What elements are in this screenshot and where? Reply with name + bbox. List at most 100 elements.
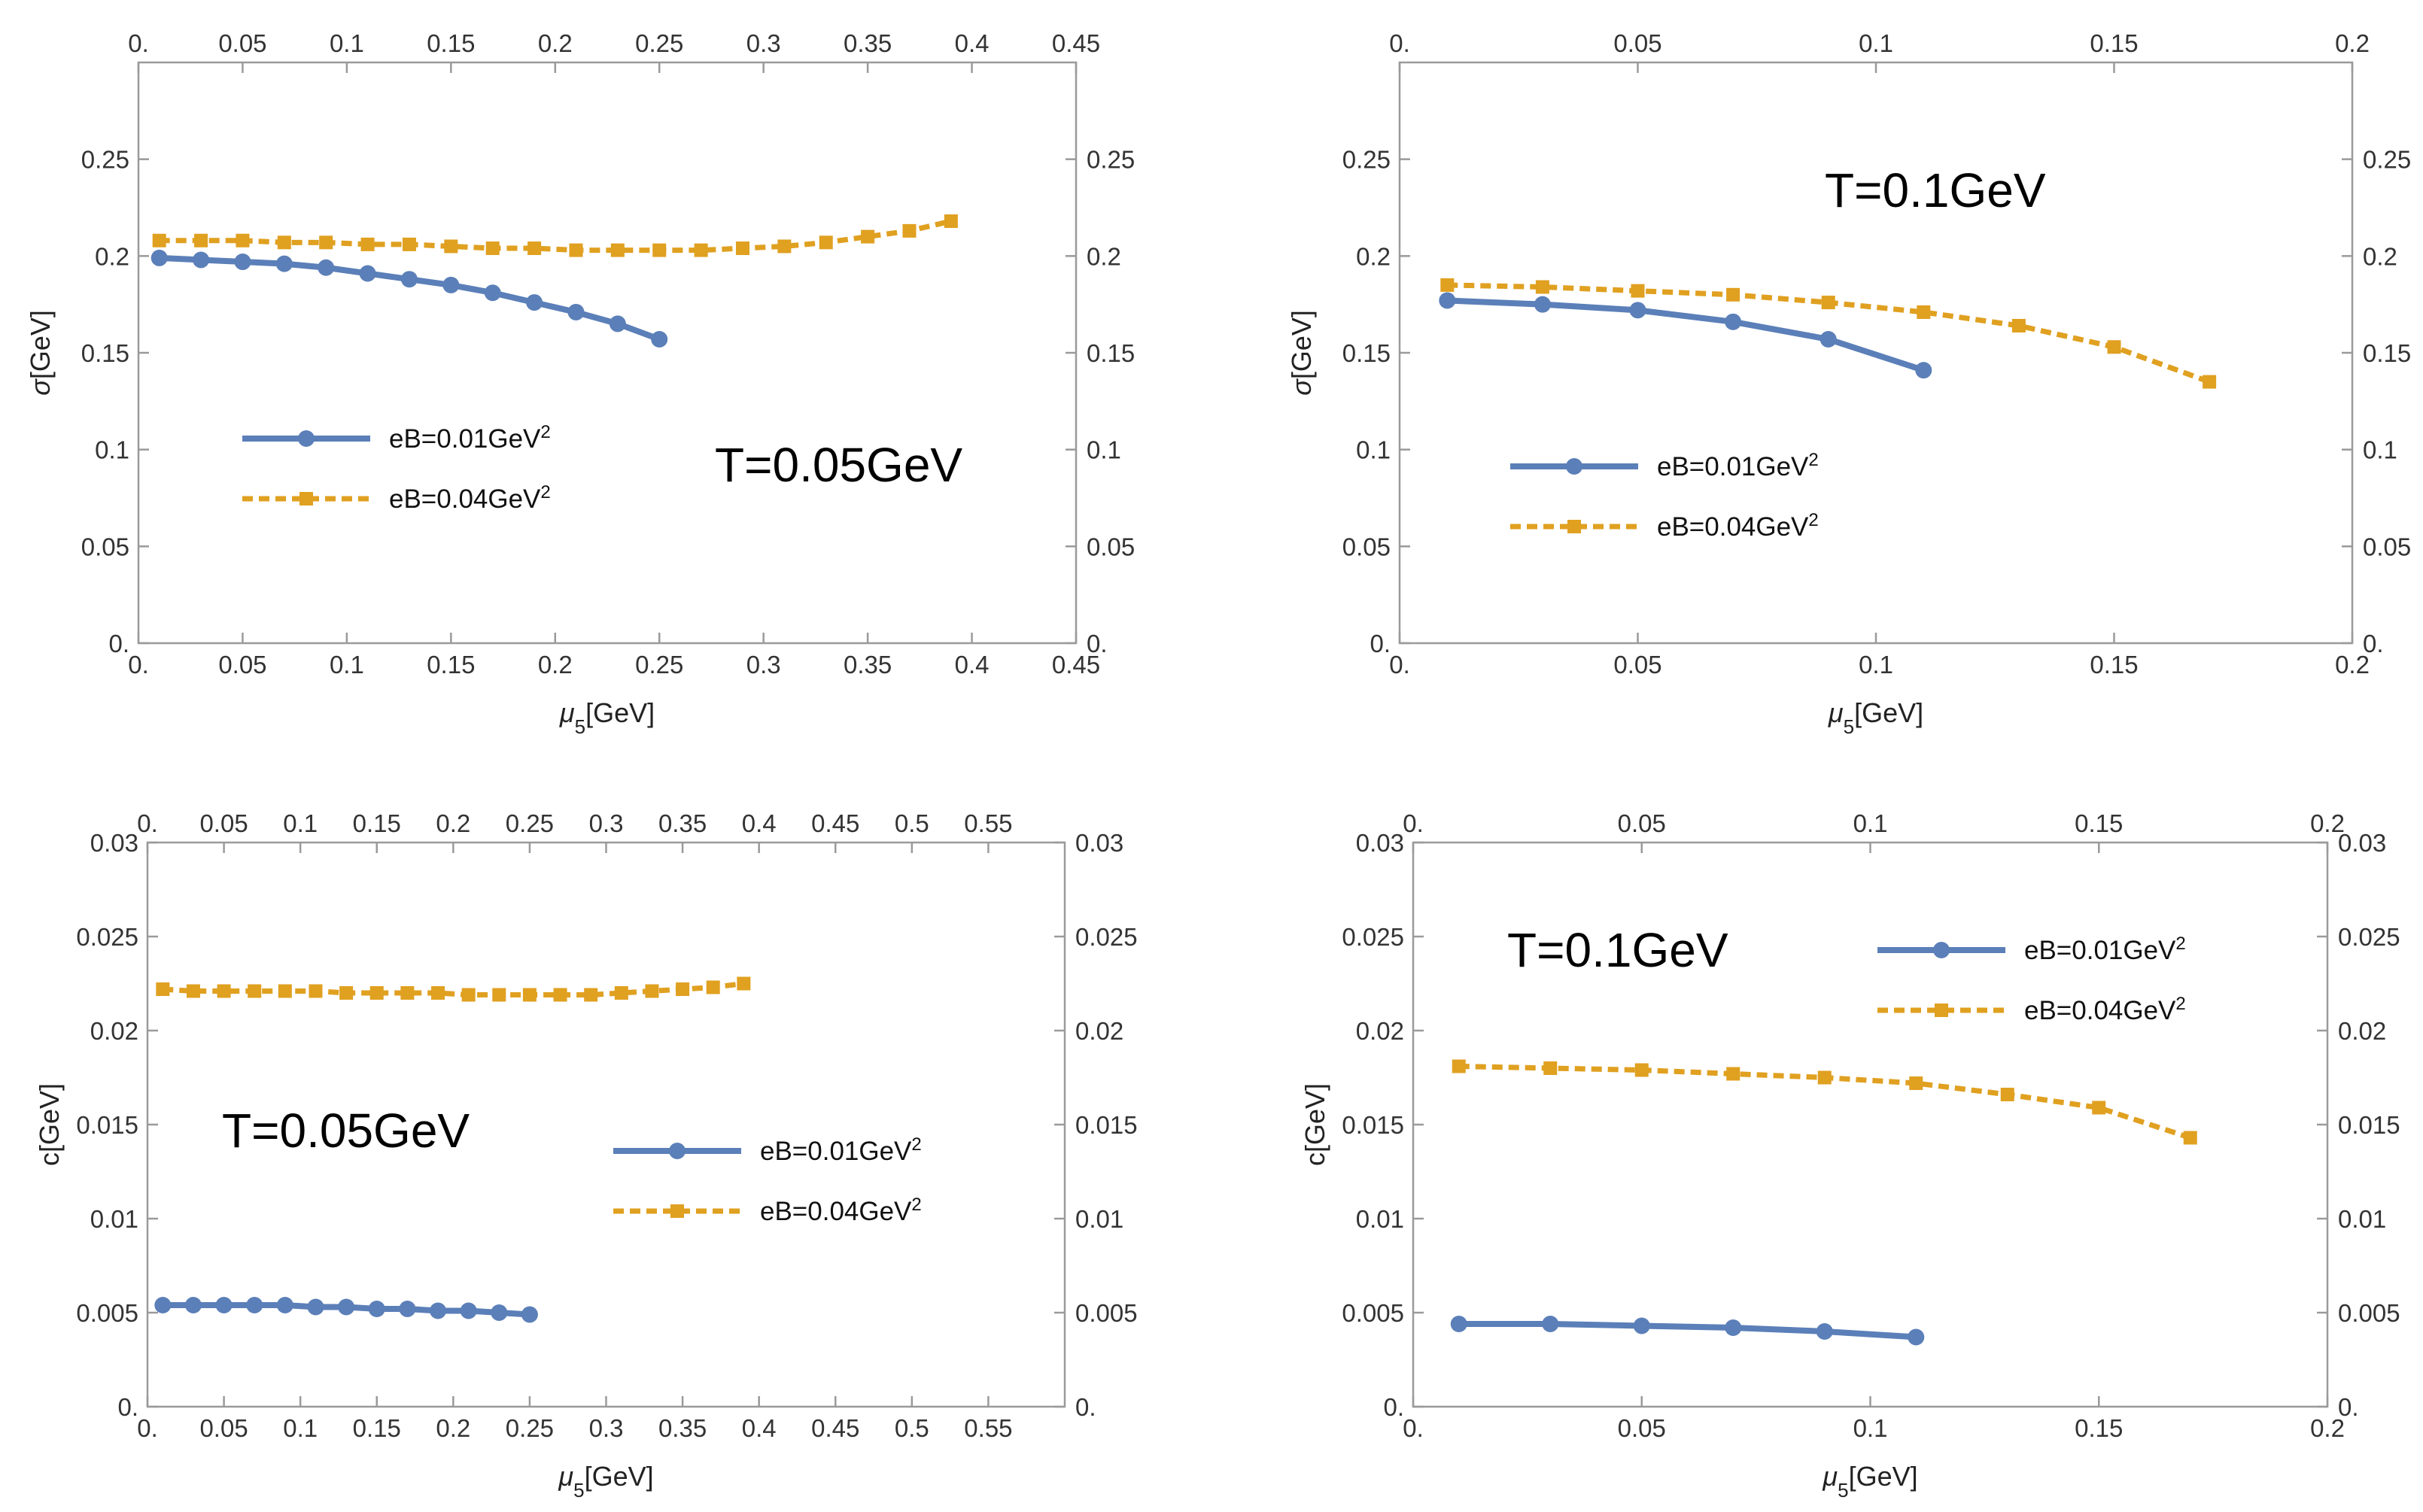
data-point xyxy=(777,239,792,254)
x-tick-label-bottom: 0.15 xyxy=(353,1414,401,1442)
y-tick-label-right: 0.005 xyxy=(2338,1299,2400,1327)
y-tick-label-right: 0.2 xyxy=(2363,242,2397,270)
x-tick-label-top: 0.4 xyxy=(742,809,777,837)
legend: eB=0.01GeV2 eB=0.04GeV2 xyxy=(1510,450,1819,542)
y-tick-label-left: 0.05 xyxy=(1342,533,1391,560)
legend-marker xyxy=(1935,1003,1948,1017)
y-tick-label-right: 0.025 xyxy=(1075,923,1138,951)
data-point xyxy=(246,1297,263,1313)
y-tick-label-left: 0.1 xyxy=(1356,436,1391,464)
data-point xyxy=(521,1306,538,1323)
x-tick-label-top: 0.15 xyxy=(2075,809,2123,837)
y-tick-label-right: 0. xyxy=(2363,630,2384,657)
data-point xyxy=(1633,1317,1650,1334)
data-point xyxy=(652,243,667,257)
x-tick-label-top: 0.35 xyxy=(844,29,892,57)
x-tick-label-top: 0.1 xyxy=(1853,809,1888,837)
chart-panel-2: 0.0.0.050.050.10.10.150.150.20.20. 0.0.05… xyxy=(1286,29,2411,738)
data-point xyxy=(1543,1061,1558,1075)
x-tick-label-top: 0.05 xyxy=(1613,29,1661,57)
data-point xyxy=(1726,287,1740,302)
series-1 xyxy=(1439,292,1932,379)
x-tick-label-top: 0.2 xyxy=(436,809,470,837)
data-point xyxy=(609,315,626,332)
x-tick-label-top: 0.2 xyxy=(538,29,573,57)
data-point xyxy=(569,243,583,257)
x-tick-label-bottom: 0.2 xyxy=(538,651,573,679)
y-tick-label-left: 0.03 xyxy=(1356,829,1404,857)
y-tick-label-right: 0.02 xyxy=(2338,1017,2386,1045)
y-tick-label-right: 0.1 xyxy=(1087,436,1121,464)
data-point xyxy=(1534,296,1551,313)
x-tick-label-bottom: 0.4 xyxy=(742,1414,777,1442)
x-tick-label-bottom: 0.3 xyxy=(589,1414,624,1442)
x-tick-label-bottom: 0.25 xyxy=(635,651,683,679)
data-point xyxy=(527,241,542,256)
temperature-annotation: T=0.1GeV xyxy=(1507,923,1728,977)
data-point xyxy=(2011,318,2026,332)
legend: eB=0.01GeV2 eB=0.04GeV2 xyxy=(613,1134,922,1226)
data-point xyxy=(902,223,917,238)
data-point xyxy=(694,243,708,257)
y-tick-label-left: 0.25 xyxy=(81,146,129,174)
y-tick-label-right: 0. xyxy=(2338,1393,2359,1421)
series-1 xyxy=(150,249,668,348)
data-point xyxy=(402,237,416,251)
data-point xyxy=(1725,1319,1742,1336)
legend-marker xyxy=(1567,520,1581,533)
data-point xyxy=(485,241,500,256)
chart-panel-1: 0.0.0.050.050.10.10.150.150.20.20.250.25… xyxy=(25,29,1135,738)
x-axis-label: μ5[GeV] xyxy=(1828,697,1923,738)
legend-marker xyxy=(298,430,315,447)
y-tick-label-right: 0.25 xyxy=(2363,146,2411,174)
x-tick-label-top: 0.25 xyxy=(635,29,683,57)
y-tick-label-left: 0. xyxy=(108,630,129,657)
x-tick-label-top: 0.1 xyxy=(283,809,318,837)
x-tick-label-bottom: 0. xyxy=(1389,651,1410,679)
temperature-annotation: T=0.05GeV xyxy=(222,1104,470,1158)
x-tick-label-top: 0. xyxy=(1389,29,1410,57)
data-point xyxy=(430,1302,447,1319)
data-point xyxy=(154,1297,172,1313)
data-point xyxy=(819,235,833,250)
data-point xyxy=(184,1297,202,1313)
x-tick-label-bottom: 0.3 xyxy=(746,651,781,679)
series-2 xyxy=(1440,278,2217,389)
data-point xyxy=(236,233,250,247)
x-tick-label-bottom: 0.35 xyxy=(844,651,892,679)
x-tick-label-bottom: 0.1 xyxy=(1859,651,1893,679)
y-tick-label-left: 0.015 xyxy=(1342,1111,1404,1139)
y-axis-label: c[GeV] xyxy=(34,1083,65,1166)
legend-marker xyxy=(1566,458,1582,475)
data-point xyxy=(217,984,231,998)
data-point xyxy=(368,1301,385,1317)
y-tick-label-right: 0.03 xyxy=(2338,829,2386,857)
x-tick-label-top: 0.4 xyxy=(955,29,990,57)
y-tick-label-left: 0.15 xyxy=(1342,339,1391,367)
x-tick-label-bottom: 0.15 xyxy=(2075,1414,2123,1442)
data-point xyxy=(338,1298,355,1316)
data-point xyxy=(1542,1316,1559,1332)
x-tick-label-bottom: 0.4 xyxy=(955,651,990,679)
x-tick-label-bottom: 0.55 xyxy=(964,1414,1012,1442)
x-tick-label-bottom: 0.15 xyxy=(2090,651,2138,679)
data-point xyxy=(1909,1076,1923,1090)
x-tick-label-top: 0. xyxy=(128,29,149,57)
plot-frame xyxy=(137,61,1078,645)
x-tick-label-top: 0.05 xyxy=(199,809,248,837)
x-tick-label-top: 0.3 xyxy=(589,809,624,837)
legend-label: eB=0.04GeV2 xyxy=(1657,510,1819,542)
data-point xyxy=(215,1297,233,1313)
x-tick-label-bottom: 0.35 xyxy=(658,1414,707,1442)
series-2 xyxy=(1452,1059,2197,1145)
data-point xyxy=(1439,292,1456,309)
x-tick-label-top: 0. xyxy=(1403,809,1424,837)
x-tick-label-bottom: 0. xyxy=(128,651,149,679)
y-tick-label-right: 0.15 xyxy=(2363,339,2411,367)
legend-label: eB=0.01GeV2 xyxy=(1657,450,1819,482)
y-axis-label: c[GeV] xyxy=(1300,1083,1330,1166)
x-tick-label-bottom: 0.5 xyxy=(895,1414,929,1442)
data-point xyxy=(1629,302,1646,319)
y-tick-label-right: 0. xyxy=(1087,630,1108,657)
data-point xyxy=(614,986,628,1000)
